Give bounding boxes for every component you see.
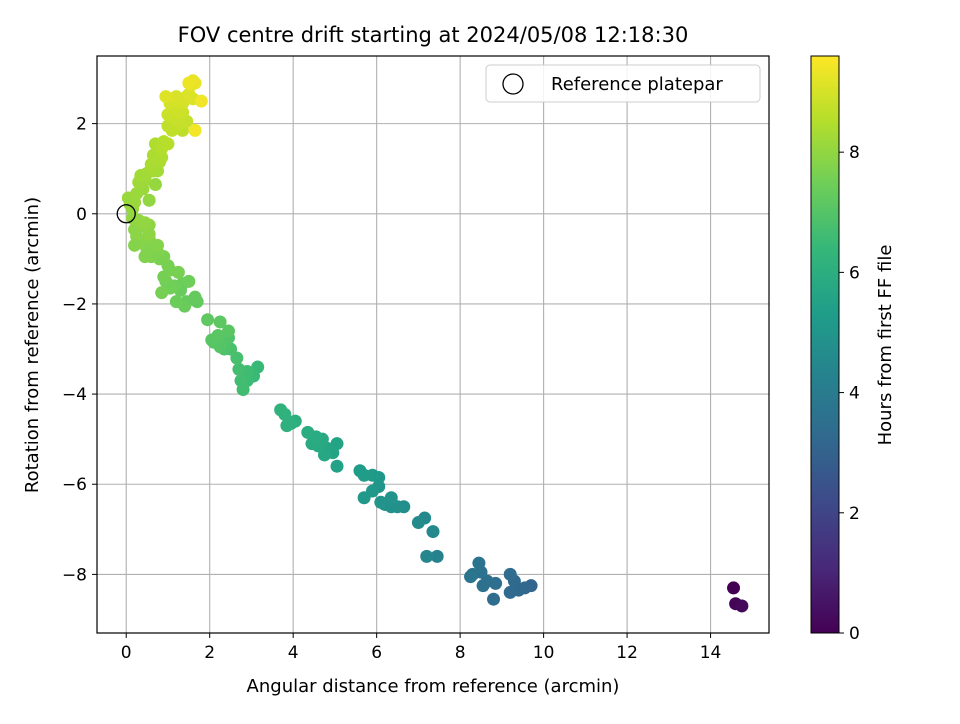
grid (97, 56, 769, 633)
data-point (194, 94, 208, 108)
legend-marker-circle (502, 73, 524, 95)
colorbar-gradient (810, 55, 840, 634)
data-point (211, 328, 225, 342)
data-point (330, 459, 344, 473)
data-point (503, 567, 517, 581)
y-tick-label: −2 (62, 295, 87, 315)
data-point (142, 193, 156, 207)
data-point (503, 585, 517, 599)
data-point (280, 419, 294, 433)
data-point (161, 137, 175, 151)
data-point (430, 549, 444, 563)
data-point (735, 599, 749, 613)
colorbar-tick-label: 6 (849, 263, 860, 283)
data-point (148, 177, 162, 191)
x-tick-label: 14 (700, 643, 722, 663)
data-point (317, 448, 331, 462)
data-point (142, 227, 156, 241)
data-points (116, 74, 749, 613)
data-point (171, 265, 185, 279)
data-point (155, 286, 169, 300)
data-point (182, 76, 196, 90)
data-point (426, 525, 440, 539)
x-axis-ticks: 0 2 4 6 8 10 12 14 (121, 633, 722, 663)
y-tick-label: 0 (76, 205, 87, 225)
legend-box (485, 64, 761, 103)
data-point (301, 425, 315, 439)
colorbar-label: Hours from first FF file (875, 245, 896, 446)
data-point (411, 516, 425, 530)
colorbar-tick-label: 8 (849, 143, 860, 163)
data-point (159, 90, 173, 104)
data-point (472, 556, 486, 570)
data-point (169, 90, 183, 104)
x-tick-label: 4 (288, 643, 299, 663)
data-point (727, 581, 741, 595)
data-point (357, 491, 371, 505)
data-point (230, 351, 244, 365)
data-point (155, 150, 169, 164)
y-axis-label: Rotation from reference (arcmin) (22, 197, 43, 493)
data-point (232, 362, 246, 376)
x-tick-label: 0 (121, 643, 132, 663)
y-tick-label: −8 (62, 565, 87, 585)
colorbar-tick-label: 2 (849, 504, 860, 524)
data-point (182, 274, 196, 288)
y-tick-label: −4 (62, 385, 87, 405)
data-point (201, 313, 215, 327)
y-axis-ticks: −8 −6 −4 −2 0 2 (62, 115, 97, 585)
colorbar: 0 2 4 6 8 Hours from first FF file (810, 55, 896, 644)
x-axis-label: Angular distance from reference (arcmin) (247, 676, 620, 697)
reference-platepar-marker (116, 204, 136, 224)
legend: Reference platepar (485, 64, 761, 103)
plot-frame (96, 55, 770, 634)
x-tick-label: 10 (533, 643, 555, 663)
data-point (353, 464, 367, 478)
x-tick-label: 8 (455, 643, 466, 663)
data-point (213, 315, 227, 329)
data-point (169, 295, 183, 309)
colorbar-tick-label: 4 (849, 384, 860, 404)
data-point (188, 123, 202, 137)
data-point (221, 324, 235, 338)
data-point (374, 495, 388, 509)
y-tick-label: −6 (62, 475, 87, 495)
x-tick-label: 2 (204, 643, 215, 663)
data-point (476, 579, 490, 593)
x-tick-label: 6 (371, 643, 382, 663)
colorbar-ticks: 0 2 4 6 8 (839, 143, 860, 644)
data-point (464, 570, 478, 584)
data-point (236, 383, 250, 397)
x-tick-label: 12 (616, 643, 638, 663)
legend-label: Reference platepar (551, 74, 723, 95)
data-point (128, 238, 142, 252)
colorbar-tick-label: 0 (849, 624, 860, 644)
chart-title: FOV centre drift starting at 2024/05/08 … (178, 23, 689, 47)
data-point (384, 491, 398, 505)
data-point (274, 403, 288, 417)
data-point (420, 549, 434, 563)
y-tick-label: 2 (76, 115, 87, 135)
data-point (487, 592, 501, 606)
